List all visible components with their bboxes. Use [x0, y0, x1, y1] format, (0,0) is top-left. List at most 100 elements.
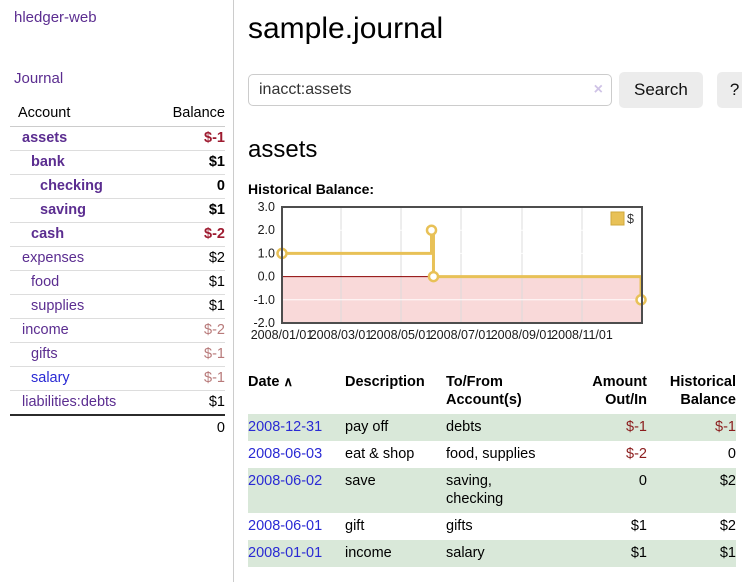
- search-input[interactable]: [248, 74, 612, 106]
- account-link[interactable]: bank: [31, 154, 65, 170]
- transaction-description: eat & shop: [345, 446, 415, 462]
- account-link[interactable]: supplies: [31, 298, 85, 314]
- account-row: income $-2: [10, 318, 225, 343]
- transaction-balance: $2: [719, 518, 736, 534]
- account-balance: $-1: [154, 342, 225, 367]
- transaction-description: gift: [345, 518, 365, 534]
- x-axis-tick-label: 2008/03/01: [310, 328, 373, 342]
- transaction-date-link[interactable]: 2008-06-03: [248, 446, 323, 462]
- account-row: salary $-1: [10, 366, 225, 391]
- register-table: Date ∧ Description To/From Account(s) Am…: [248, 370, 736, 567]
- account-row: gifts $-1: [10, 342, 225, 367]
- account-link[interactable]: saving: [40, 202, 86, 218]
- register-header-row: Date ∧ Description To/From Account(s) Am…: [248, 370, 736, 414]
- transaction-description: save: [345, 473, 376, 489]
- register-row: 2008-06-02 save saving, checking 0 $2: [248, 468, 736, 513]
- register-row: 2008-06-01 gift gifts $1 $2: [248, 513, 736, 540]
- account-row: cash $-2: [10, 222, 225, 247]
- clear-search-icon[interactable]: ×: [593, 81, 603, 98]
- app-title-link[interactable]: hledger-web: [14, 9, 97, 26]
- total-spacer: [10, 414, 154, 440]
- main-content: sample.journal × Search ? assets Histori…: [234, 0, 742, 582]
- data-point-marker[interactable]: [427, 270, 440, 283]
- register-table-body: 2008-12-31 pay off debts $-1 $-1 2008-06-03 ea…: [248, 414, 736, 567]
- account-balance: $-1: [154, 126, 225, 151]
- balance-column-header: Balance: [154, 103, 225, 127]
- account-heading: assets: [248, 136, 318, 163]
- account-link[interactable]: liabilities:debts: [22, 394, 117, 410]
- account-balance: 0: [154, 174, 225, 199]
- transaction-balance: $-1: [715, 419, 736, 435]
- transaction-accounts: gifts: [446, 518, 473, 534]
- account-row: assets $-1: [10, 126, 225, 151]
- x-axis-tick-label: 2008/07/01: [430, 328, 493, 342]
- account-row: checking 0: [10, 174, 225, 199]
- transaction-amount: $-1: [626, 419, 647, 435]
- accounts-total-value: 0: [154, 414, 225, 440]
- transaction-date-link[interactable]: 2008-12-31: [248, 419, 323, 435]
- account-balance: $-2: [154, 222, 225, 247]
- balance-column-header-register: Historical Balance: [669, 374, 736, 408]
- account-balance: $1: [154, 150, 225, 175]
- account-balance: $1: [154, 294, 225, 319]
- tofrom-column-header: To/From Account(s): [446, 374, 522, 408]
- y-axis-tick-label: 3.0: [258, 200, 275, 214]
- account-row: liabilities:debts $1: [10, 390, 225, 416]
- x-axis-tick-label: 2008/09/01: [491, 328, 554, 342]
- register-row: 2008-12-31 pay off debts $-1 $-1: [248, 414, 736, 441]
- transaction-date-link[interactable]: 2008-01-01: [248, 545, 323, 561]
- account-balance: $-1: [154, 366, 225, 391]
- account-link[interactable]: cash: [31, 226, 65, 242]
- transaction-date-link[interactable]: 2008-06-02: [248, 473, 323, 489]
- transaction-date-link[interactable]: 2008-06-01: [248, 518, 323, 534]
- y-axis-tick-label: -1.0: [253, 293, 275, 307]
- sidebar: hledger-web Journal Account Balance asse…: [0, 0, 234, 582]
- account-link[interactable]: income: [22, 322, 69, 338]
- account-link[interactable]: gifts: [31, 346, 58, 362]
- account-balance: $1: [154, 198, 225, 223]
- description-column-header: Description: [345, 374, 425, 390]
- transaction-amount: $1: [630, 545, 647, 561]
- balance-chart: $3.0 2.0 1.0 0.0 -1.0 -2.0 2008/01/01 2008/03/0…: [248, 200, 742, 350]
- search-box: ×: [248, 74, 612, 106]
- account-link[interactable]: salary: [31, 370, 70, 386]
- accounts-total-row: 0: [10, 414, 225, 440]
- account-balance: $2: [154, 246, 225, 271]
- date-column-header[interactable]: Date ∧: [248, 374, 293, 390]
- x-axis-tick-label: 2008/01/01: [251, 328, 314, 342]
- transaction-amount: 0: [638, 473, 647, 489]
- x-axis-tick-label: 2008/05/01: [370, 328, 433, 342]
- sidebar-item-journal[interactable]: Journal: [14, 70, 64, 87]
- transaction-balance: $2: [719, 473, 736, 489]
- y-axis-tick-label: 0.0: [258, 270, 275, 284]
- account-link[interactable]: expenses: [22, 250, 85, 266]
- chart-legend: $: [610, 211, 634, 226]
- amount-column-header: Amount Out/In: [592, 374, 647, 408]
- search-button[interactable]: Search: [619, 72, 703, 108]
- transaction-accounts: debts: [446, 419, 482, 435]
- account-balance: $1: [154, 390, 225, 416]
- account-column-header: Account: [10, 103, 154, 127]
- transaction-amount: $-2: [626, 446, 647, 462]
- account-balance: $1: [154, 270, 225, 295]
- transaction-description: income: [345, 545, 392, 561]
- help-button[interactable]: ?: [716, 72, 742, 108]
- accounts-table: Account Balance assets $-1 bank $1 checking 0…: [10, 103, 225, 440]
- sort-asc-icon: ∧: [283, 374, 293, 389]
- transaction-accounts: food, supplies: [446, 446, 536, 462]
- account-link[interactable]: food: [31, 274, 60, 290]
- transaction-accounts: salary: [446, 545, 485, 561]
- account-link[interactable]: assets: [22, 130, 68, 146]
- legend-swatch: [610, 211, 625, 226]
- account-link[interactable]: checking: [40, 178, 103, 194]
- transaction-balance: 0: [727, 446, 736, 462]
- accounts-table-body: assets $-1 bank $1 checking 0 saving $1 cash $-2 e…: [10, 126, 225, 440]
- data-point-marker[interactable]: [425, 224, 438, 236]
- register-row: 2008-06-03 eat & shop food, supplies $-2 0: [248, 441, 736, 468]
- account-row: saving $1: [10, 198, 225, 223]
- y-axis-tick-label: 1.0: [258, 246, 275, 260]
- account-row: expenses $2: [10, 246, 225, 271]
- y-axis-tick-label: 2.0: [258, 223, 275, 237]
- register-row: 2008-01-01 income salary $1 $1: [248, 540, 736, 567]
- transaction-balance: $1: [719, 545, 736, 561]
